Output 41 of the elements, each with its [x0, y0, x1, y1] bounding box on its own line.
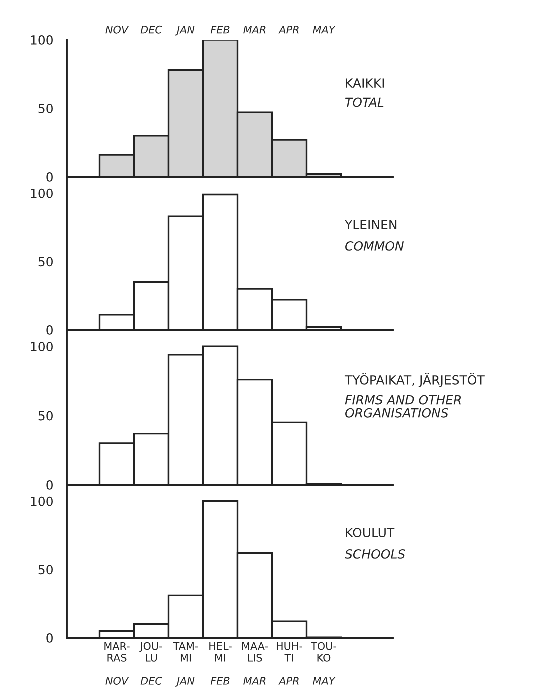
x-tick-label: MAR- RAS: [104, 642, 130, 662]
text: KOULUT: [346, 528, 395, 538]
text: KAIKKI: [346, 78, 384, 88]
text: JAN: [175, 677, 195, 687]
x-tick-label: MAY: [313, 26, 336, 34]
text: NOV: [106, 677, 130, 685]
text: DEC: [140, 677, 162, 685]
x-tick-label: APR: [278, 26, 299, 34]
text: APR: [278, 677, 299, 685]
x-tick-label: JOU- LU: [140, 642, 162, 662]
y-tick-label: 50: [38, 104, 53, 114]
y-tick-label: 0: [46, 480, 53, 490]
text: YLEINEN: [344, 220, 397, 230]
text: MAY: [313, 677, 336, 685]
text: TOTAL: [346, 98, 384, 108]
x-tick-label: HEL- MI: [210, 642, 232, 662]
y-tick-label: 100: [31, 342, 53, 352]
y-tick-label: 0: [46, 633, 53, 643]
x-tick-label: JAN: [175, 26, 195, 36]
y-tick-label: 0: [46, 172, 53, 182]
y-tick-label: 0: [46, 325, 53, 335]
text: COMMON: [346, 241, 404, 251]
x-tick-label: DEC: [140, 26, 162, 34]
y-tick-label: 50: [38, 565, 53, 575]
x-tick-label: MAR: [244, 26, 266, 34]
y-tick-label: 100: [31, 496, 53, 506]
text: FEB: [210, 677, 230, 685]
x-tick-label: MAA- LIS: [242, 642, 268, 662]
y-tick-label: 100: [31, 35, 53, 45]
text: MAR: [244, 677, 266, 685]
y-tick-label: 50: [38, 411, 53, 421]
x-tick-label: TAM- MI: [173, 642, 198, 662]
x-tick-label: FEB: [210, 26, 230, 34]
text: FIRMS AND OTHER ORGANISATIONS: [345, 395, 462, 418]
text: SCHOOLS: [345, 549, 406, 559]
y-tick-label: 100: [31, 188, 53, 198]
x-tick-label: HUH- TI: [277, 642, 303, 662]
y-tick-label: 50: [38, 257, 53, 267]
x-tick-label: NOV: [106, 26, 130, 34]
text: TYÖPAIKAT, JÄRJESTÖT: [344, 373, 485, 388]
x-tick-label: TOU- KO: [310, 642, 336, 662]
